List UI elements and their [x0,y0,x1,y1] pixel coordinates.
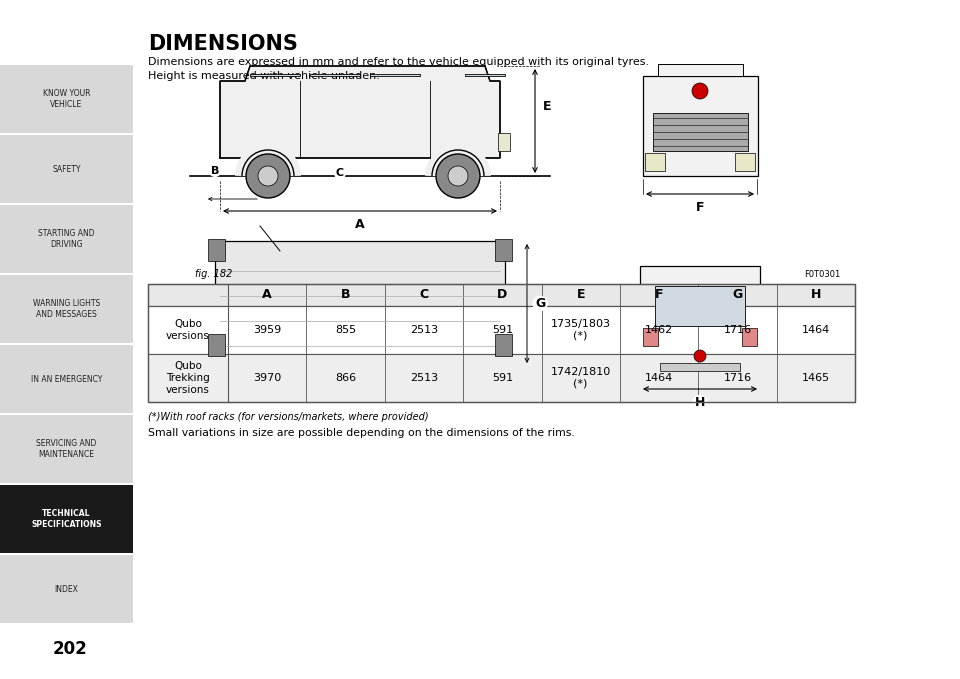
Text: INDEX: INDEX [55,585,79,593]
Bar [742,328,757,346]
Text: Height is measured with vehicle unladen.: Height is measured with vehicle unladen. [148,71,380,81]
Text: E: E [576,289,585,301]
Bar [465,74,505,76]
Text: fig. 182: fig. 182 [195,269,232,279]
Text: 2513: 2513 [410,373,438,383]
Circle shape [246,154,290,198]
Text: D: D [441,168,449,178]
Text: STARTING AND
DRIVING: STARTING AND DRIVING [38,230,95,249]
Text: 591: 591 [492,373,513,383]
Text: IN AN EMERGENCY: IN AN EMERGENCY [31,375,102,384]
Bar [370,74,420,76]
Bar [653,113,748,151]
Text: 1716: 1716 [724,325,752,335]
Text: H: H [810,289,821,301]
Bar [0,205,133,273]
Bar [208,239,225,261]
Text: 3970: 3970 [253,373,281,383]
Text: 1742/1810
(*): 1742/1810 (*) [551,367,611,389]
Bar [645,153,665,171]
Text: Dimensions are expressed in mm and refer to the vehicle equipped with its origin: Dimensions are expressed in mm and refer… [148,57,649,67]
Bar [495,239,512,261]
Bar [148,284,855,402]
Bar [660,363,740,371]
Text: DIMENSIONS: DIMENSIONS [148,34,298,54]
Bar [250,74,300,76]
Circle shape [448,166,468,186]
Text: WARNING LIGHTS
AND MESSAGES: WARNING LIGHTS AND MESSAGES [33,299,100,318]
Text: H: H [695,396,706,409]
Text: Qubo
versions: Qubo versions [166,319,210,341]
Bar [0,65,133,133]
Text: D: D [497,289,508,301]
Text: 855: 855 [335,325,356,335]
Bar [658,64,743,76]
Text: G: G [732,289,743,301]
Text: G: G [535,297,545,310]
Text: A: A [355,218,365,231]
Text: F0T0301: F0T0301 [804,270,840,279]
Text: 1464: 1464 [645,373,673,383]
Text: B: B [211,166,219,176]
Bar [148,354,855,402]
Bar [310,74,360,76]
Bar [0,345,133,414]
Text: F: F [655,289,663,301]
Text: 2513: 2513 [410,325,438,335]
Bar [640,266,760,371]
Text: TECHNICAL
SPECIFICATIONS: TECHNICAL SPECIFICATIONS [32,509,102,529]
Text: 1716: 1716 [724,373,752,383]
Circle shape [436,154,480,198]
Text: (*)With roof racks (for versions/markets, where provided): (*)With roof racks (for versions/markets… [148,412,428,422]
Bar [0,415,133,483]
Bar [0,555,133,623]
Bar [0,134,133,203]
Text: Qubo
Trekking
versions: Qubo Trekking versions [166,361,210,394]
Text: Small variations in size are possible depending on the dimensions of the rims.: Small variations in size are possible de… [148,428,575,438]
Bar [495,334,512,356]
Bar [148,306,855,354]
Text: B: B [341,289,350,301]
Text: C: C [336,168,344,178]
Text: F: F [696,201,705,214]
Text: KNOW YOUR
VEHICLE: KNOW YOUR VEHICLE [43,90,90,109]
Text: SERVICING AND
MAINTENANCE: SERVICING AND MAINTENANCE [36,439,97,459]
Text: 591: 591 [492,325,513,335]
Bar [215,241,505,366]
Text: 1462: 1462 [645,325,673,335]
Bar [643,76,758,176]
Bar [208,334,225,356]
Polygon shape [220,66,500,158]
Circle shape [692,83,708,99]
Circle shape [258,166,278,186]
Text: E: E [543,100,551,113]
Text: 1735/1803
(*): 1735/1803 (*) [551,319,611,341]
Text: 1464: 1464 [802,325,830,335]
Bar [0,485,133,553]
Text: SAFETY: SAFETY [52,164,81,174]
Bar [0,275,133,344]
Bar [655,286,745,326]
Bar [148,284,855,306]
Text: 202: 202 [53,640,87,658]
Text: 1465: 1465 [802,373,829,383]
Text: A: A [262,289,272,301]
Text: C: C [420,289,428,301]
Circle shape [694,350,706,362]
Bar [643,328,658,346]
Text: 866: 866 [335,373,356,383]
Text: 3959: 3959 [253,325,281,335]
Bar [498,133,510,151]
Bar [735,153,755,171]
